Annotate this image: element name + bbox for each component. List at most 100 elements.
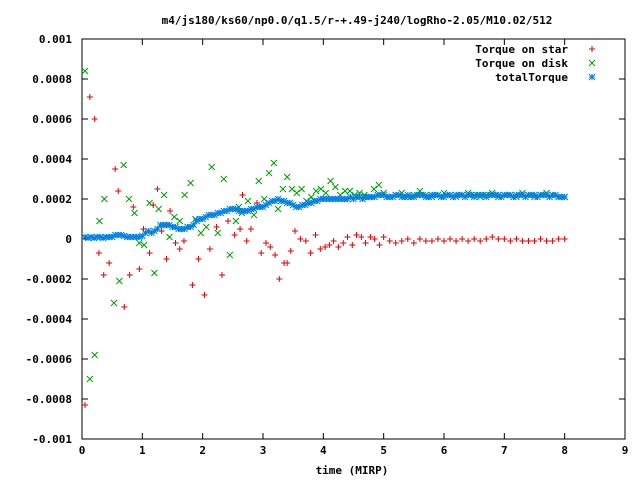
data-point xyxy=(327,177,334,185)
data-point xyxy=(291,228,298,234)
data-point xyxy=(317,246,324,252)
data-point xyxy=(513,236,520,242)
data-point xyxy=(197,229,205,237)
data-point xyxy=(214,229,222,237)
data-point xyxy=(298,185,305,193)
data-point xyxy=(208,163,216,171)
data-point xyxy=(471,236,478,242)
data-point xyxy=(176,246,183,252)
data-point xyxy=(91,351,99,359)
data-point xyxy=(428,191,436,199)
y-tick-label: 0.0008 xyxy=(32,73,72,86)
data-point xyxy=(434,236,441,242)
data-point xyxy=(330,238,337,244)
data-point xyxy=(244,197,252,205)
data-point xyxy=(106,260,113,266)
data-point xyxy=(140,241,148,249)
legend-label: totalTorque xyxy=(495,71,568,84)
data-point xyxy=(555,193,562,201)
axes: 0 1 2 3 4 5 6 7 8 9 -0.001 -0.0008 -0.0006 -0.0004 -0.… xyxy=(26,33,629,457)
data-point xyxy=(519,238,526,244)
x-tick-label: 5 xyxy=(380,444,387,457)
x-tick-label: 6 xyxy=(441,444,448,457)
y-tick-label: -0.0006 xyxy=(26,353,73,366)
data-point xyxy=(422,238,429,244)
data-point xyxy=(317,185,325,193)
data-point xyxy=(537,236,544,242)
series-totaltorque xyxy=(81,191,569,242)
data-point xyxy=(120,232,128,240)
data-point xyxy=(326,195,333,203)
x-tick-label: 0 xyxy=(79,444,86,457)
data-point xyxy=(86,375,94,383)
data-point xyxy=(279,185,287,193)
data-point xyxy=(115,188,122,194)
y-tick-label: 0.0002 xyxy=(32,193,72,206)
data-point xyxy=(274,205,282,213)
data-point xyxy=(446,191,454,199)
data-point xyxy=(225,218,232,224)
data-point xyxy=(130,204,137,210)
x-tick-label: 3 xyxy=(260,444,267,457)
data-point xyxy=(467,191,475,199)
data-point xyxy=(268,197,276,205)
data-point xyxy=(477,238,484,244)
data-point xyxy=(292,203,300,211)
legend-marker xyxy=(588,59,596,67)
data-point xyxy=(170,213,178,221)
data-point xyxy=(243,238,250,244)
data-point xyxy=(307,250,314,256)
data-point xyxy=(96,217,103,225)
data-point xyxy=(125,195,133,203)
data-point xyxy=(231,232,238,238)
data-point xyxy=(503,191,511,199)
data-point xyxy=(146,199,153,207)
data-point xyxy=(543,238,550,244)
data-point xyxy=(190,221,197,229)
data-point xyxy=(180,238,187,244)
data-point xyxy=(81,67,89,75)
chart-title: m4/js180/ks60/np0.0/q1.5/r-+.49-j240/log… xyxy=(162,14,553,27)
data-point xyxy=(497,193,505,201)
data-point xyxy=(489,234,496,240)
data-point xyxy=(322,244,329,250)
data-point xyxy=(110,299,118,307)
x-tick-label: 2 xyxy=(199,444,206,457)
data-point xyxy=(154,186,161,192)
data-point xyxy=(100,195,108,203)
data-point xyxy=(267,244,274,250)
data-point xyxy=(555,236,562,242)
data-point xyxy=(126,233,134,241)
data-point xyxy=(155,205,162,213)
data-point xyxy=(163,256,170,262)
series-torque-on-star xyxy=(82,94,568,408)
data-point xyxy=(561,236,568,242)
data-point xyxy=(126,272,133,278)
data-point xyxy=(416,236,423,242)
data-point xyxy=(302,238,309,244)
data-point xyxy=(312,187,320,195)
data-point xyxy=(116,277,123,285)
data-point xyxy=(178,225,185,233)
data-point xyxy=(189,282,196,288)
data-point xyxy=(362,240,369,246)
data-point xyxy=(386,238,393,244)
data-point xyxy=(172,240,179,246)
data-point xyxy=(297,236,304,242)
data-point xyxy=(298,201,306,209)
data-point xyxy=(213,224,220,230)
data-point xyxy=(453,238,460,244)
data-point xyxy=(274,195,282,203)
data-point xyxy=(258,250,265,256)
data-point xyxy=(441,238,447,244)
data-point xyxy=(398,238,405,244)
data-point xyxy=(326,242,333,248)
data-point xyxy=(218,272,225,278)
data-point xyxy=(167,208,174,214)
data-point xyxy=(459,236,466,242)
data-point xyxy=(525,191,532,199)
data-point xyxy=(500,191,508,199)
data-point xyxy=(341,187,349,195)
data-point xyxy=(376,242,383,248)
data-point xyxy=(223,207,231,215)
